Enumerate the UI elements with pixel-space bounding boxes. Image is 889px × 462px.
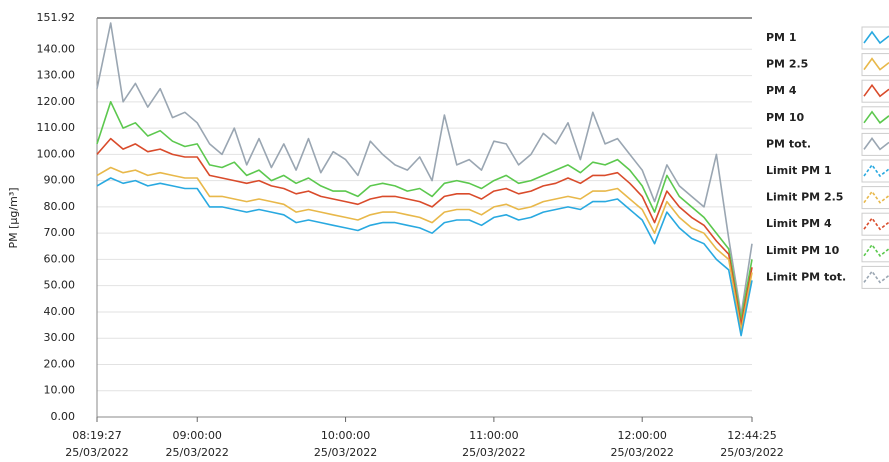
legend-label: PM tot. <box>766 137 811 150</box>
y-tick-label: 40.00 <box>44 305 76 318</box>
y-tick-label: 80.00 <box>44 200 76 213</box>
legend-label: Limit PM 4 <box>766 217 832 230</box>
x-tick-label: 12:44:25 <box>727 429 776 442</box>
x-tick-label: 09:00:00 <box>173 429 222 442</box>
y-axis-label: PM [µg/m³] <box>7 187 20 248</box>
legend-icon <box>863 83 889 98</box>
y-tick-label: 10.00 <box>44 384 76 397</box>
series-line <box>96 177 753 337</box>
y-tick-label: 70.00 <box>44 226 76 239</box>
y-tick-label: 20.00 <box>44 357 76 370</box>
legend-label: PM 1 <box>766 31 797 44</box>
legend-icon <box>863 243 889 257</box>
x-tick-date: 25/03/2022 <box>720 446 783 459</box>
legend-label: Limit PM 1 <box>766 164 832 177</box>
y-tick-label: 120.00 <box>37 95 76 108</box>
legend-icon <box>863 190 889 204</box>
series-line <box>96 166 753 332</box>
y-tick-label: 140.00 <box>37 42 76 55</box>
legend-icon <box>863 30 889 45</box>
legend-icon <box>863 57 889 71</box>
y-tick-label: 100.00 <box>37 147 76 160</box>
legend-label: Limit PM tot. <box>766 270 846 283</box>
legend-icon <box>863 137 889 151</box>
y-tick-label: 90.00 <box>44 174 76 187</box>
legend-icon <box>863 163 889 178</box>
legend-icon <box>863 110 889 124</box>
x-tick-label: 08:19:27 <box>72 429 121 442</box>
x-tick-label: 11:00:00 <box>469 429 518 442</box>
series-line <box>96 22 753 316</box>
x-tick-date: 25/03/2022 <box>462 446 525 459</box>
y-tick-label: 110.00 <box>37 121 76 134</box>
x-tick-date: 25/03/2022 <box>65 446 128 459</box>
legend-label: PM 2.5 <box>766 58 808 71</box>
legend-icon <box>863 216 889 231</box>
x-tick-date: 25/03/2022 <box>610 446 673 459</box>
legend-label: PM 4 <box>766 84 797 97</box>
series-line <box>96 137 753 326</box>
y-tick-label: 30.00 <box>44 331 76 344</box>
legend-label: Limit PM 2.5 <box>766 191 843 204</box>
x-tick-date: 25/03/2022 <box>166 446 229 459</box>
legend-label: PM 10 <box>766 111 804 124</box>
legend-label: Limit PM 10 <box>766 244 840 257</box>
legend-icon <box>863 270 889 284</box>
x-tick-date: 25/03/2022 <box>314 446 377 459</box>
y-tick-label: 151.92 <box>37 11 76 24</box>
y-tick-label: 130.00 <box>37 69 76 82</box>
x-tick-label: 12:00:00 <box>617 429 666 442</box>
x-tick-label: 10:00:00 <box>321 429 370 442</box>
series-line <box>96 101 753 321</box>
y-tick-label: 60.00 <box>44 252 76 265</box>
y-tick-label: 50.00 <box>44 279 76 292</box>
y-tick-label: 0.00 <box>51 410 76 423</box>
